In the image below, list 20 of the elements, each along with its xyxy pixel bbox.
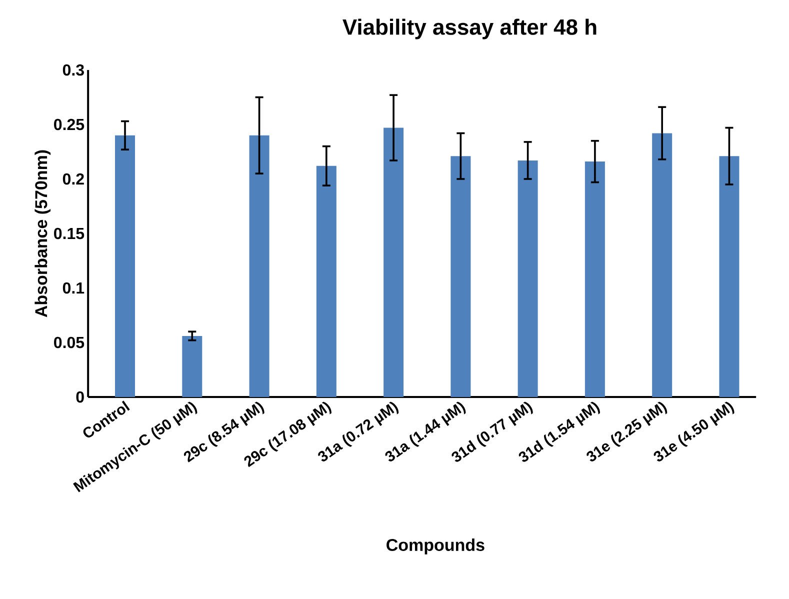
y-tick-label: 0.05 bbox=[54, 336, 84, 348]
y-tick-label: 0.15 bbox=[54, 228, 84, 240]
y-tick-label: 0.2 bbox=[62, 173, 84, 185]
bar bbox=[719, 156, 740, 397]
bar bbox=[384, 128, 404, 397]
bar bbox=[518, 160, 538, 397]
y-tick-label: 0.25 bbox=[54, 118, 84, 130]
y-tick-label: 0 bbox=[76, 391, 84, 403]
bar bbox=[450, 156, 471, 397]
bar bbox=[584, 162, 605, 397]
y-tick-label: 0.1 bbox=[62, 282, 84, 294]
x-axis-title: Compounds bbox=[386, 538, 484, 554]
bar bbox=[249, 135, 270, 397]
y-tick-label: 0.3 bbox=[62, 64, 84, 76]
bar bbox=[316, 166, 336, 397]
bar bbox=[652, 133, 672, 397]
bar bbox=[115, 135, 136, 397]
y-axis-title: Absorbance (570nm) bbox=[34, 150, 51, 318]
chart-title: Viability assay after 48 h bbox=[342, 18, 596, 40]
bar bbox=[182, 336, 202, 397]
